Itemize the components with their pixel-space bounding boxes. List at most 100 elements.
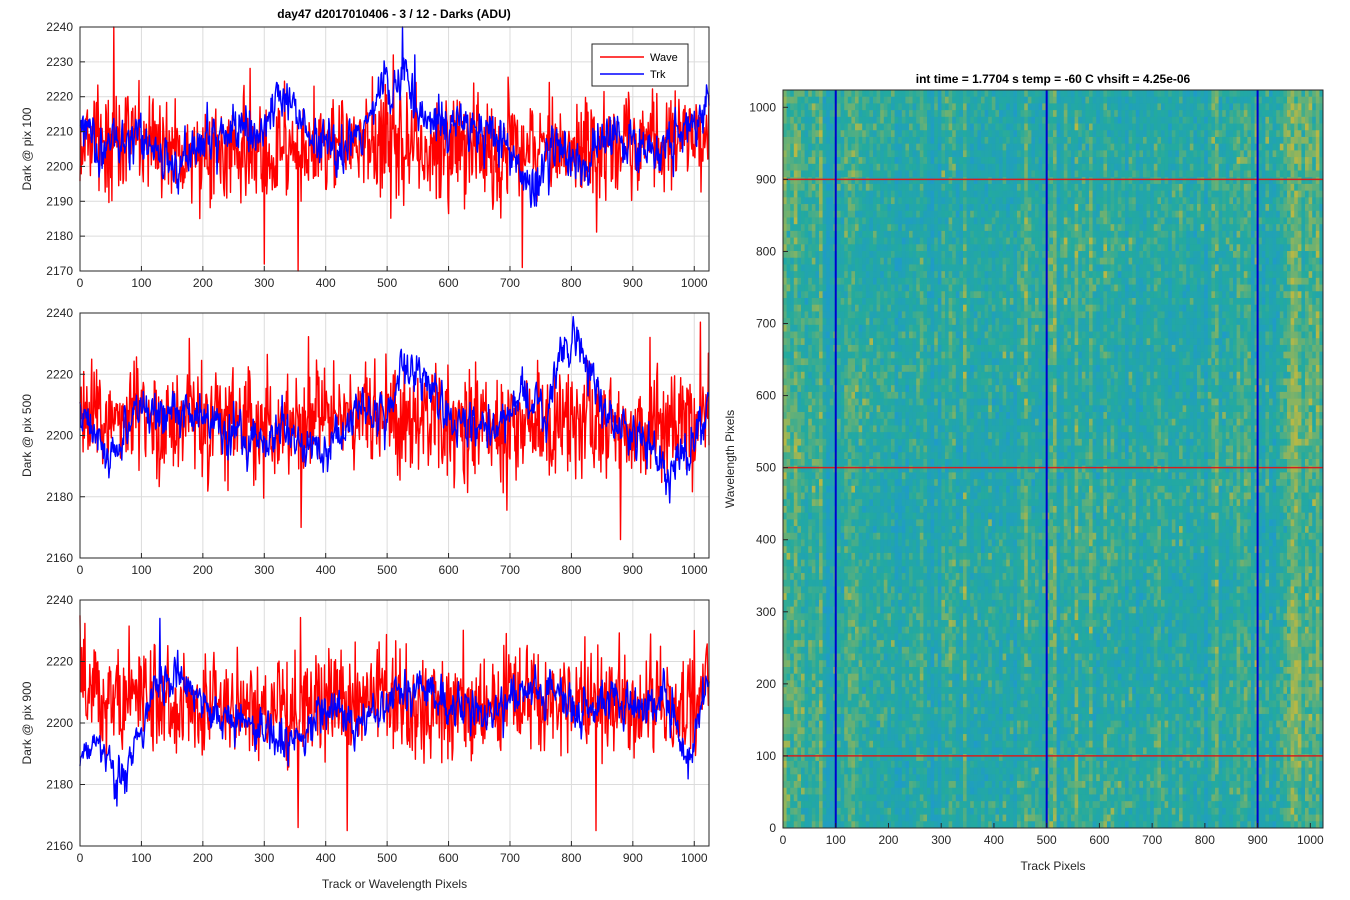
plot-area bbox=[79, 316, 710, 541]
y-tick-label: 2220 bbox=[46, 367, 73, 381]
x-tick-label: 400 bbox=[316, 563, 336, 577]
plot-area bbox=[79, 26, 710, 272]
x-tick-label: 0 bbox=[780, 833, 787, 847]
y-tick-label: 2230 bbox=[46, 55, 73, 69]
y-tick-label: 100 bbox=[756, 749, 776, 763]
x-tick-label: 500 bbox=[377, 276, 397, 290]
y-tick-label: 0 bbox=[769, 821, 776, 835]
x-tick-label: 900 bbox=[623, 851, 643, 865]
y-axis-label: Dark @ pix 100 bbox=[20, 107, 34, 190]
x-tick-label: 0 bbox=[77, 276, 84, 290]
y-tick-label: 2210 bbox=[46, 125, 73, 139]
y-tick-label: 2180 bbox=[46, 778, 73, 792]
y-tick-label: 2240 bbox=[46, 306, 73, 320]
x-tick-label: 300 bbox=[254, 851, 274, 865]
y-axis-label: Dark @ pix 900 bbox=[20, 681, 34, 764]
line-panel-pix900: 0 100 200 300 400 500 600 700 800 900 1000 2160 2180… bbox=[20, 593, 710, 891]
x-tick-label: 900 bbox=[623, 276, 643, 290]
y-tick-label: 600 bbox=[756, 389, 776, 403]
x-tick-label: 300 bbox=[931, 833, 951, 847]
heatmap-overlay-lines bbox=[783, 90, 1323, 828]
heatmap-y-axis-label: Wavelength Pixels bbox=[723, 410, 737, 508]
x-tick-label: 600 bbox=[439, 563, 459, 577]
x-tick-label: 800 bbox=[1195, 833, 1215, 847]
x-tick-label: 300 bbox=[254, 276, 274, 290]
x-tick-label: 500 bbox=[1037, 833, 1057, 847]
x-tick-label: 800 bbox=[561, 276, 581, 290]
x-tick-label: 1000 bbox=[681, 276, 708, 290]
tick-labels: 0 100 200 300 400 500 600 700 800 900 1000 2160 2180… bbox=[46, 593, 708, 865]
y-tick-label: 2190 bbox=[46, 194, 73, 208]
x-tick-label: 700 bbox=[1142, 833, 1162, 847]
tick-labels: 0 100 200 300 400 500 600 700 800 900 1000 2170 2180… bbox=[46, 20, 708, 290]
x-tick-label: 500 bbox=[377, 851, 397, 865]
y-tick-label: 2180 bbox=[46, 490, 73, 504]
y-tick-label: 2200 bbox=[46, 159, 73, 173]
x-axis-label: Track or Wavelength Pixels bbox=[322, 877, 467, 891]
heatmap-tick-labels: 0 100 200 300 400 500 600 700 800 900 1000 0 100 200 3… bbox=[749, 100, 1324, 847]
x-tick-label: 700 bbox=[500, 851, 520, 865]
legend-label-trk: Trk bbox=[650, 69, 666, 81]
y-tick-label: 2200 bbox=[46, 716, 73, 730]
x-tick-label: 100 bbox=[131, 563, 151, 577]
y-tick-label: 2180 bbox=[46, 229, 73, 243]
x-tick-label: 700 bbox=[500, 563, 520, 577]
x-tick-label: 100 bbox=[131, 276, 151, 290]
x-tick-label: 600 bbox=[439, 276, 459, 290]
y-tick-label: 2240 bbox=[46, 593, 73, 607]
y-axis-label: Dark @ pix 500 bbox=[20, 394, 34, 477]
x-tick-label: 400 bbox=[316, 276, 336, 290]
legend-label-wave: Wave bbox=[650, 52, 678, 64]
x-tick-label: 900 bbox=[1248, 833, 1268, 847]
x-tick-label: 1000 bbox=[681, 851, 708, 865]
y-tick-label: 800 bbox=[756, 244, 776, 258]
y-tick-label: 2220 bbox=[46, 655, 73, 669]
x-tick-label: 800 bbox=[561, 851, 581, 865]
y-tick-label: 2160 bbox=[46, 839, 73, 853]
y-tick-label: 2160 bbox=[46, 551, 73, 565]
x-tick-label: 800 bbox=[561, 563, 581, 577]
x-tick-label: 1000 bbox=[1297, 833, 1324, 847]
y-tick-label: 900 bbox=[756, 172, 776, 186]
x-tick-label: 0 bbox=[77, 563, 84, 577]
heatmap-cells bbox=[783, 90, 1324, 829]
x-tick-label: 100 bbox=[131, 851, 151, 865]
x-tick-label: 0 bbox=[77, 851, 84, 865]
x-tick-label: 200 bbox=[878, 833, 898, 847]
y-tick-label: 700 bbox=[756, 317, 776, 331]
y-tick-label: 2240 bbox=[46, 20, 73, 34]
axes-frame bbox=[79, 26, 710, 272]
x-tick-label: 400 bbox=[316, 851, 336, 865]
y-tick-label: 300 bbox=[756, 605, 776, 619]
y-tick-label: 2200 bbox=[46, 429, 73, 443]
x-tick-label: 1000 bbox=[681, 563, 708, 577]
x-tick-label: 200 bbox=[193, 276, 213, 290]
legend: Wave Trk bbox=[591, 43, 689, 87]
x-tick-label: 600 bbox=[439, 851, 459, 865]
x-tick-label: 200 bbox=[193, 563, 213, 577]
trk-series-line bbox=[79, 26, 710, 208]
y-tick-label: 2220 bbox=[46, 90, 73, 104]
x-tick-label: 200 bbox=[193, 851, 213, 865]
x-tick-label: 400 bbox=[984, 833, 1004, 847]
y-tick-label: 400 bbox=[756, 533, 776, 547]
series-1-series-line bbox=[79, 617, 710, 807]
line-panel-pix500: 0 100 200 300 400 500 600 700 800 900 1000 2160 2180… bbox=[20, 306, 710, 577]
plot-area bbox=[79, 615, 710, 832]
line-panel-pix100: 0 100 200 300 400 500 600 700 800 900 1000 2170 2180… bbox=[20, 20, 710, 290]
heatmap-frame bbox=[782, 89, 1324, 829]
x-tick-label: 300 bbox=[254, 563, 274, 577]
series-1-series-line bbox=[79, 316, 710, 504]
y-tick-label: 500 bbox=[756, 461, 776, 475]
y-tick-label: 200 bbox=[756, 677, 776, 691]
tick-labels: 0 100 200 300 400 500 600 700 800 900 1000 2160 2180… bbox=[46, 306, 708, 577]
wave-series-line bbox=[79, 26, 710, 272]
heatmap-x-axis-label: Track Pixels bbox=[1021, 859, 1086, 873]
x-tick-label: 700 bbox=[500, 276, 520, 290]
x-tick-label: 100 bbox=[826, 833, 846, 847]
x-tick-label: 500 bbox=[377, 563, 397, 577]
legend-box bbox=[591, 43, 689, 87]
figure-title: day47 d2017010406 - 3 / 12 - Darks (ADU) bbox=[277, 7, 510, 21]
heatmap-panel: int time = 1.7704 s temp = -60 C vhsift … bbox=[723, 72, 1324, 873]
